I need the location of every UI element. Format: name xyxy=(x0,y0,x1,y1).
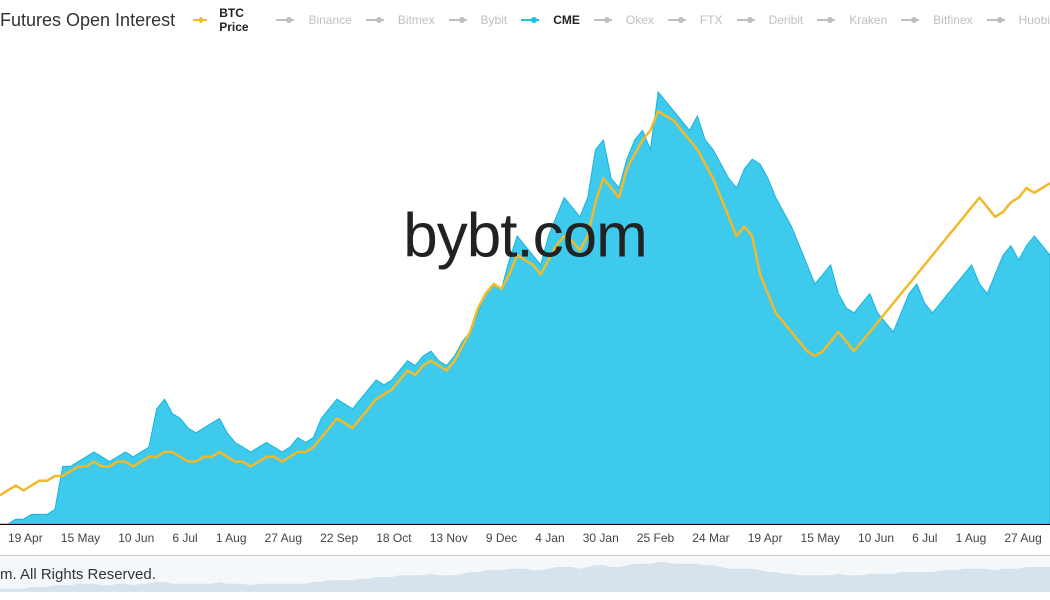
legend-label: Okex xyxy=(626,13,654,27)
xaxis-tick-label: 22 Sep xyxy=(320,531,358,545)
legend-item-okex[interactable]: Okex xyxy=(594,13,654,27)
xaxis-tick-label: 10 Jun xyxy=(118,531,154,545)
x-axis: 19 Apr 15 May 10 Jun 6 Jul 1 Aug 27 Aug 22 Sep… xyxy=(0,524,1050,545)
xaxis-tick-label: 30 Jan xyxy=(583,531,619,545)
xaxis-tick-label: 13 Nov xyxy=(430,531,468,545)
legend-label: CME xyxy=(553,13,580,27)
range-minimap[interactable]: m. All Rights Reserved. xyxy=(0,555,1050,591)
legend-label: FTX xyxy=(700,13,723,27)
xaxis-tick-label: 6 Jul xyxy=(172,531,197,545)
cme-area-series xyxy=(0,92,1050,524)
legend-label: Bitmex xyxy=(398,13,435,27)
xaxis-tick-label: 6 Jul xyxy=(912,531,937,545)
legend-item-kraken[interactable]: Kraken xyxy=(817,13,887,27)
xaxis-tick-label: 19 Apr xyxy=(748,531,783,545)
legend-label: Bitfinex xyxy=(933,13,972,27)
legend-item-ftx[interactable]: FTX xyxy=(668,13,723,27)
legend-item-bybit[interactable]: Bybit xyxy=(449,13,508,27)
legend-item-huobi[interactable]: Huobi xyxy=(987,13,1050,27)
chart-container: bybt.com xyxy=(0,44,1050,524)
xaxis-tick-label: 24 Mar xyxy=(692,531,729,545)
legend-item-bitmex[interactable]: Bitmex xyxy=(366,13,435,27)
main-chart[interactable] xyxy=(0,44,1050,524)
legend-item-deribit[interactable]: Deribit xyxy=(737,13,804,27)
chart-title: Futures Open Interest xyxy=(0,10,175,31)
xaxis-tick-label: 4 Jan xyxy=(535,531,564,545)
xaxis-tick-label: 18 Oct xyxy=(376,531,411,545)
xaxis-tick-label: 25 Feb xyxy=(637,531,674,545)
legend-label: BTC Price xyxy=(219,6,262,34)
xaxis-tick-label: 10 Jun xyxy=(858,531,894,545)
chart-header: Futures Open Interest BTC Price Binance Bi… xyxy=(0,0,1050,44)
legend-label: Kraken xyxy=(849,13,887,27)
xaxis-tick-label: 15 May xyxy=(801,531,840,545)
xaxis-tick-label: 9 Dec xyxy=(486,531,517,545)
legend-label: Bybit xyxy=(481,13,508,27)
legend-label: Binance xyxy=(308,13,351,27)
legend: BTC Price Binance Bitmex Bybit CME Okex FTX Der… xyxy=(193,6,1050,34)
xaxis-tick-label: 27 Aug xyxy=(265,531,302,545)
legend-label: Huobi xyxy=(1019,13,1050,27)
legend-item-bitfinex[interactable]: Bitfinex xyxy=(901,13,972,27)
xaxis-tick-label: 19 Apr xyxy=(8,531,43,545)
legend-label: Deribit xyxy=(769,13,804,27)
xaxis-tick-label: 27 Aug xyxy=(1004,531,1041,545)
legend-item-binance[interactable]: Binance xyxy=(276,13,351,27)
minimap-area xyxy=(0,562,1050,592)
xaxis-tick-label: 1 Aug xyxy=(956,531,987,545)
xaxis-tick-label: 15 May xyxy=(61,531,100,545)
copyright-text: m. All Rights Reserved. xyxy=(0,566,156,583)
legend-item-btc-price[interactable]: BTC Price xyxy=(193,6,262,34)
minimap-chart xyxy=(0,556,1050,592)
legend-item-cme[interactable]: CME xyxy=(521,13,580,27)
xaxis-tick-label: 1 Aug xyxy=(216,531,247,545)
